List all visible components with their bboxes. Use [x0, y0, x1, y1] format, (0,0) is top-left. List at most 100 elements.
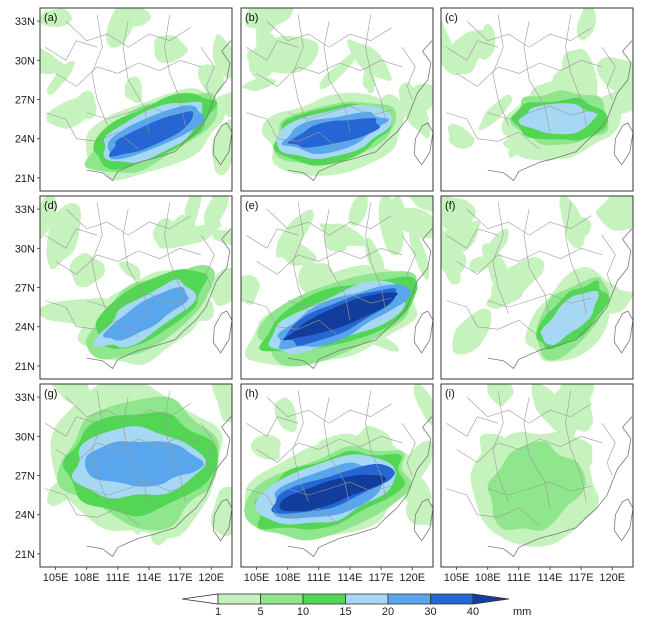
precip-field [441, 384, 633, 567]
lat-tick-label: 30N [15, 431, 35, 443]
panel-frame [440, 195, 634, 380]
province-boundary [246, 300, 340, 338]
lat-tick-label: 27N [15, 283, 35, 295]
rain-patch [576, 8, 597, 41]
province-boundary [292, 14, 309, 126]
province-boundary [466, 20, 592, 48]
coastline [487, 416, 633, 558]
lon-tick-label: 108E [74, 572, 100, 584]
lon-tick-label: 117E [369, 572, 394, 584]
lon-tick-label: 105E [43, 572, 69, 584]
province-boundary [292, 390, 309, 502]
latitude-tick-labels: 33N 30N 27N 24N 21N 33N 30N 27N 24N 21N 33N 30N 27N 2… [15, 16, 40, 561]
province-boundary [256, 59, 402, 87]
lat-tick-label: 33N [15, 204, 35, 216]
province-boundary [466, 396, 592, 424]
province-boundary [164, 202, 186, 314]
lon-tick-label: 114E [137, 572, 162, 584]
panel-frame [440, 7, 634, 192]
rain-patch [490, 257, 545, 302]
panel-label: (f) [445, 200, 455, 212]
colorbar-tick-label: 10 [297, 606, 309, 618]
colorbar-segment [302, 593, 346, 605]
lon-tick-label: 108E [475, 572, 501, 584]
rain-patch [124, 76, 142, 105]
colorbar-unit: mm [513, 606, 531, 618]
province-boundary [492, 14, 509, 126]
rain-patch [365, 237, 384, 273]
province-boundary [565, 390, 587, 502]
lat-tick-label: 33N [15, 16, 35, 28]
lon-tick-label: 114E [338, 572, 363, 584]
rain-patch [596, 196, 633, 231]
rain-patch [212, 34, 232, 81]
province-boundary [492, 202, 509, 314]
province-boundary [55, 247, 201, 275]
lon-tick-label: 120E [198, 572, 224, 584]
coastline [487, 40, 633, 182]
rain-patch [69, 253, 106, 288]
rain-patch [409, 228, 430, 281]
province-boundary [45, 416, 98, 437]
rain-patch [250, 434, 281, 461]
lon-tick-label: 105E [244, 572, 270, 584]
province-boundary [55, 435, 201, 463]
precip-field [40, 384, 232, 567]
province-boundary [266, 208, 392, 236]
map-panel: (g) [39, 383, 233, 568]
rain-patch [348, 196, 368, 226]
province-boundary [601, 235, 616, 288]
rain-patch [413, 384, 433, 427]
taiwan-outline [212, 498, 232, 542]
rain-patch [487, 384, 514, 407]
lon-tick-label: 105E [444, 572, 470, 584]
rain-patch [452, 308, 492, 355]
taiwan-outline [613, 310, 633, 354]
province-boundary [246, 228, 299, 249]
map-panel: (c) [440, 7, 634, 192]
lat-tick-label: 30N [15, 243, 35, 255]
rain-patch [50, 384, 90, 404]
province-boundary [200, 47, 215, 100]
panel-label: (c) [445, 12, 458, 24]
lat-tick-label: 24N [15, 322, 35, 334]
lat-tick-label: 30N [15, 55, 35, 67]
province-boundary [200, 423, 215, 476]
rain-patch [447, 123, 475, 149]
province-boundary [523, 21, 551, 133]
precip-field [441, 8, 633, 191]
rain-patch [46, 60, 75, 96]
lon-tick-label: 108E [275, 572, 301, 584]
rain-patch [531, 384, 575, 439]
panel-label: (g) [44, 388, 57, 400]
province-boundary [246, 416, 299, 437]
lon-tick-label: 114E [538, 572, 563, 584]
precip-field [241, 384, 433, 567]
province-boundary [45, 300, 139, 338]
colorbar-segment [387, 593, 431, 605]
coastline [86, 40, 232, 182]
lon-tick-label: 111E [307, 572, 331, 584]
rain-patch [319, 52, 357, 90]
map-panel: (e) [240, 195, 434, 380]
rain-band-level [518, 103, 598, 135]
province-boundary [45, 488, 139, 526]
province-boundary [122, 397, 150, 509]
province-boundary [487, 293, 592, 308]
province-boundary [456, 435, 602, 463]
map-panel: (a) [39, 7, 233, 192]
colorbar-tick-label: 30 [424, 606, 436, 618]
rain-patch [40, 8, 73, 27]
colorbar-tick-label: 5 [257, 606, 263, 618]
province-boundary [446, 40, 499, 61]
rain-band-level [85, 441, 207, 487]
province-boundary [91, 202, 108, 314]
province-boundary [266, 396, 392, 424]
province-boundary [523, 209, 551, 321]
lat-tick-label: 27N [15, 471, 35, 483]
rain-patch [210, 384, 232, 413]
taiwan-outline [413, 122, 433, 166]
coastline [487, 228, 633, 370]
rain-patch [40, 196, 57, 241]
province-boundary [246, 40, 299, 61]
